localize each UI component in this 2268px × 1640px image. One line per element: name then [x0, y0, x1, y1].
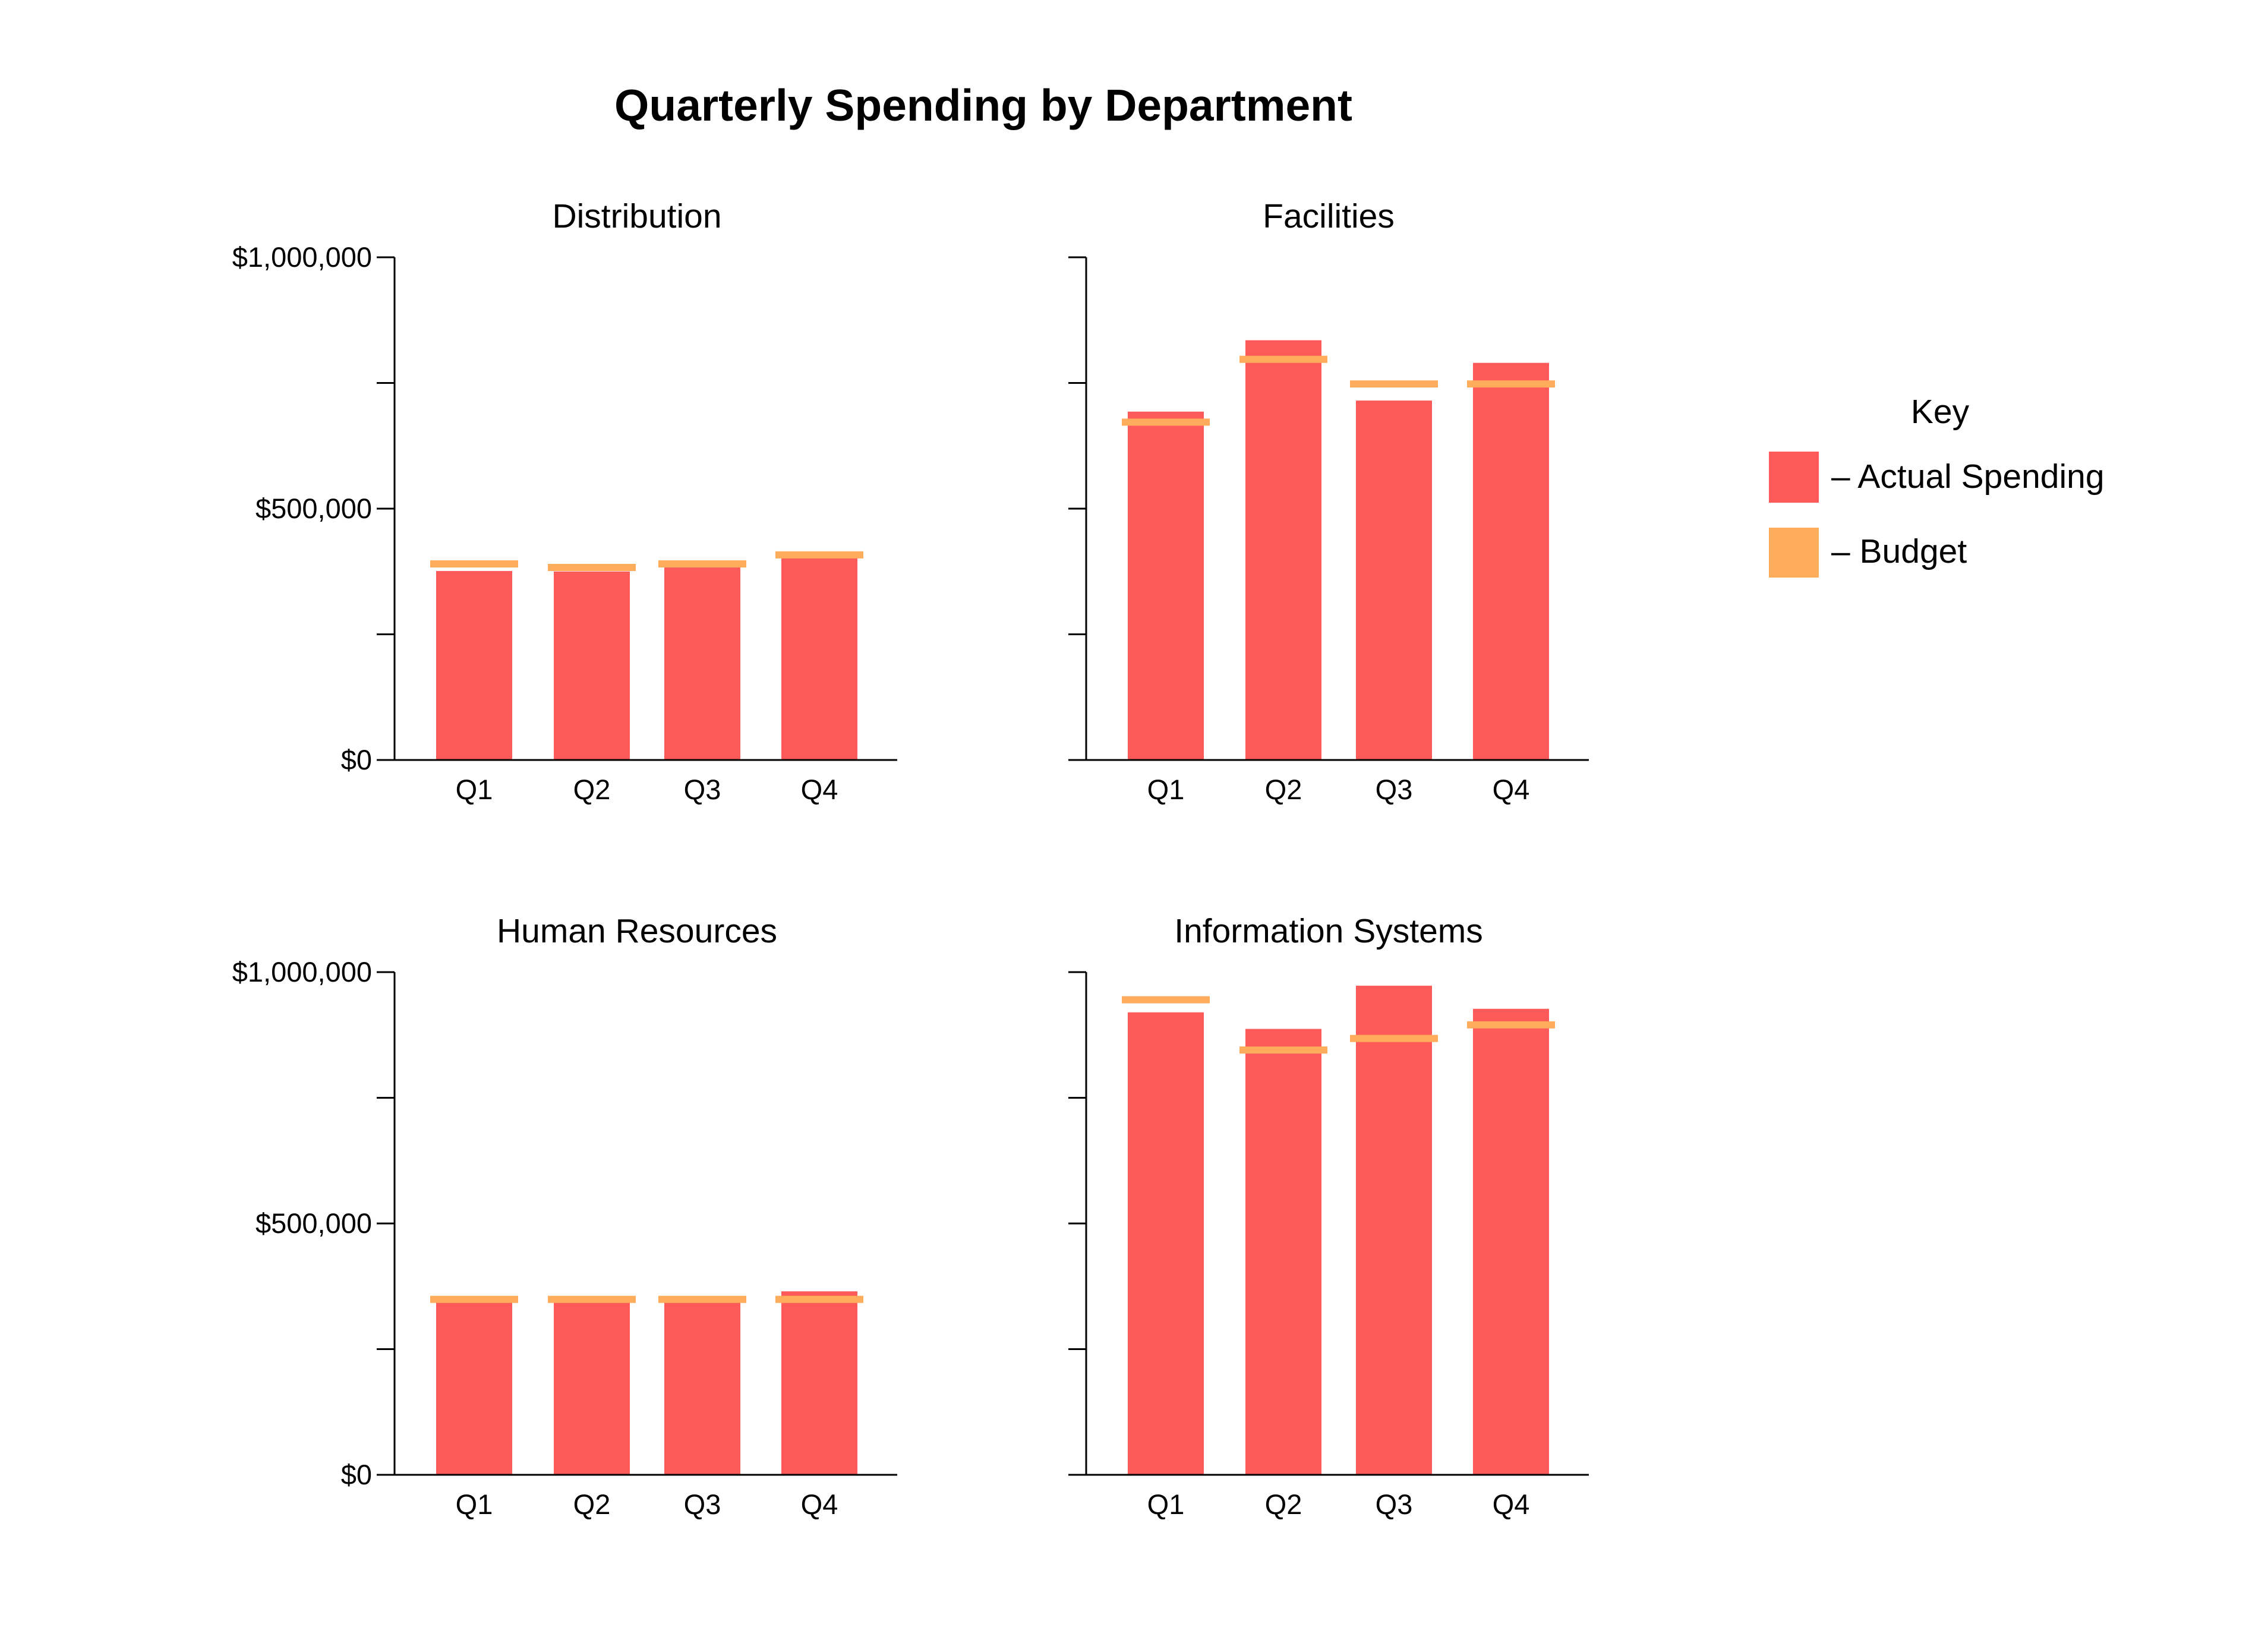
y-tick-label: $500,000 — [255, 493, 372, 524]
budget-marker-q3 — [658, 560, 746, 568]
y-tick-label: $1,000,000 — [232, 956, 372, 988]
bar-actual-q1 — [436, 570, 512, 760]
panel-1: Facilities Q1 Q2 Q3 Q4 — [1068, 197, 1589, 805]
panels-group: Distribution $0 $500,000 $1,000,000 Q1 Q2 Q3 Q4… — [232, 197, 1589, 1520]
budget-marker-q2 — [548, 563, 636, 571]
panel-3: Information Systems Q1 Q2 Q3 Q4 — [1068, 912, 1589, 1520]
bar-actual-q4 — [1473, 362, 1549, 760]
budget-marker-q1 — [430, 1295, 518, 1303]
panel-2: Human Resources $0 $500,000 $1,000,000 Q1 Q2 Q… — [232, 912, 897, 1520]
y-tick-label: $0 — [341, 1459, 372, 1490]
panel-title: Facilities — [1263, 197, 1395, 235]
budget-marker-q3 — [658, 1295, 746, 1303]
chart-title: Quarterly Spending by Department — [614, 80, 1352, 130]
panel-title: Distribution — [552, 197, 721, 235]
budget-marker-q4 — [775, 1295, 863, 1303]
bar-actual-q2 — [1245, 340, 1321, 760]
x-tick-label: Q1 — [456, 774, 493, 805]
y-tick-label: $500,000 — [255, 1207, 372, 1239]
y-tick-label: $0 — [341, 744, 372, 775]
x-tick-label: Q3 — [1376, 1488, 1413, 1520]
legend-swatch-actual — [1769, 452, 1819, 503]
x-tick-label: Q2 — [1265, 774, 1302, 805]
budget-marker-q2 — [1239, 355, 1327, 363]
bar-actual-q2 — [1245, 1029, 1321, 1475]
legend-label-actual: – Actual Spending — [1831, 458, 2105, 496]
budget-marker-q3 — [1350, 1035, 1438, 1042]
x-tick-label: Q4 — [1493, 1488, 1530, 1520]
budget-marker-q1 — [1122, 996, 1210, 1004]
bar-actual-q4 — [781, 1291, 857, 1475]
bar-actual-q1 — [436, 1298, 512, 1475]
panel-title: Information Systems — [1174, 912, 1483, 950]
bar-actual-q2 — [554, 571, 630, 760]
x-tick-label: Q1 — [456, 1488, 493, 1520]
x-tick-label: Q2 — [573, 1488, 611, 1520]
bar-actual-q3 — [1356, 400, 1432, 760]
budget-marker-q1 — [1122, 418, 1210, 426]
budget-marker-q4 — [1467, 380, 1555, 388]
budget-marker-q4 — [775, 551, 863, 559]
bar-actual-q3 — [1356, 985, 1432, 1475]
y-tick-label: $1,000,000 — [232, 241, 372, 273]
bar-actual-q4 — [1473, 1008, 1549, 1475]
x-tick-label: Q1 — [1147, 1488, 1185, 1520]
legend: Key – Actual Spending – Budget — [1769, 393, 2105, 578]
x-tick-label: Q3 — [1376, 774, 1413, 805]
legend-label-budget: – Budget — [1831, 532, 1967, 570]
x-tick-label: Q2 — [1265, 1488, 1302, 1520]
bar-actual-q2 — [554, 1298, 630, 1475]
legend-swatch-budget — [1769, 528, 1819, 578]
bar-actual-q4 — [781, 556, 857, 760]
budget-marker-q2 — [1239, 1046, 1327, 1054]
budget-marker-q2 — [548, 1295, 636, 1303]
bar-actual-q3 — [664, 1298, 740, 1475]
budget-marker-q4 — [1467, 1021, 1555, 1029]
x-tick-label: Q4 — [801, 1488, 838, 1520]
budget-marker-q3 — [1350, 380, 1438, 388]
x-tick-label: Q3 — [684, 774, 721, 805]
x-tick-label: Q1 — [1147, 774, 1185, 805]
x-tick-label: Q2 — [573, 774, 611, 805]
budget-marker-q1 — [430, 560, 518, 568]
x-tick-label: Q4 — [801, 774, 838, 805]
bar-actual-q3 — [664, 566, 740, 760]
bar-actual-q1 — [1128, 1012, 1204, 1475]
panel-title: Human Resources — [497, 912, 777, 950]
panel-0: Distribution $0 $500,000 $1,000,000 Q1 Q2 Q3 Q4 — [232, 197, 897, 805]
x-tick-label: Q4 — [1493, 774, 1530, 805]
legend-title: Key — [1911, 393, 1970, 431]
x-tick-label: Q3 — [684, 1488, 721, 1520]
bar-actual-q1 — [1128, 411, 1204, 760]
